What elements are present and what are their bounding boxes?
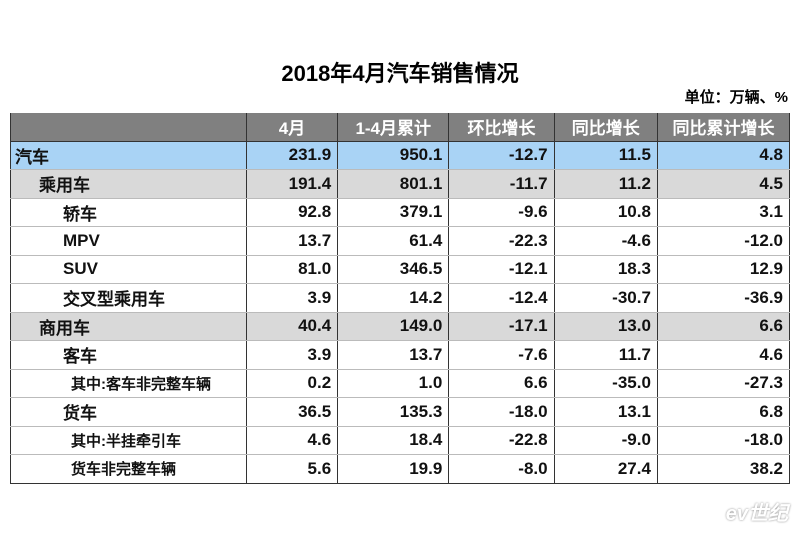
value-cell: 11.5 [553, 141, 658, 170]
header-cell: 4月 [245, 113, 339, 142]
row-label: 商用车 [10, 312, 247, 341]
row-label: 汽车 [10, 141, 247, 170]
value-cell: -11.7 [448, 169, 555, 199]
table-row: 乘用车 191.4 801.1 -11.7 11.2 4.5 [10, 169, 791, 199]
value-cell: 81.0 [245, 255, 339, 284]
row-label: 其中:客车非完整车辆 [10, 369, 247, 398]
value-cell: 231.9 [245, 141, 339, 170]
header-cell: 同比累计增长 [656, 113, 791, 142]
row-label: 交叉型乘用车 [10, 283, 247, 313]
table-row: 货车 36.5 135.3 -18.0 13.1 6.8 [10, 397, 791, 427]
value-cell: 6.8 [656, 397, 791, 427]
row-label: 货车非完整车辆 [10, 454, 247, 484]
value-cell: 4.8 [656, 141, 791, 170]
value-cell: 61.4 [337, 226, 450, 256]
value-cell: 11.7 [553, 340, 658, 370]
table-row: 其中:半挂牵引车 4.6 18.4 -22.8 -9.0 -18.0 [10, 426, 791, 455]
value-cell: -8.0 [448, 454, 555, 484]
value-cell: -12.7 [448, 141, 555, 170]
value-cell: -35.0 [553, 369, 658, 398]
value-cell: 27.4 [553, 454, 658, 484]
row-label: 乘用车 [10, 169, 247, 199]
value-cell: 13.7 [337, 340, 450, 370]
value-cell: 13.0 [553, 312, 658, 341]
value-cell: 12.9 [656, 255, 791, 284]
title: 2018年4月汽车销售情况 [281, 61, 519, 86]
value-cell: 6.6 [448, 369, 555, 398]
table-row: 货车非完整车辆 5.6 19.9 -8.0 27.4 38.2 [10, 454, 791, 484]
value-cell: 3.9 [245, 340, 339, 370]
sales-table: 4月 1-4月累计 环比增长 同比增长 同比累计增长 汽车 231.9 950.1 -12.7 1… [10, 113, 791, 484]
value-cell: 18.3 [553, 255, 658, 284]
value-cell: -12.4 [448, 283, 555, 313]
value-cell: 40.4 [245, 312, 339, 341]
header-cell: 环比增长 [448, 113, 555, 142]
value-cell: 135.3 [337, 397, 450, 427]
value-cell: 1.0 [337, 369, 450, 398]
value-cell: 92.8 [245, 198, 339, 227]
value-cell: 13.1 [553, 397, 658, 427]
value-cell: 3.1 [656, 198, 791, 227]
value-cell: -18.0 [448, 397, 555, 427]
row-label: 货车 [10, 397, 247, 427]
value-cell: 36.5 [245, 397, 339, 427]
value-cell: -12.0 [656, 226, 791, 256]
value-cell: 6.6 [656, 312, 791, 341]
value-cell: -4.6 [553, 226, 658, 256]
value-cell: -27.3 [656, 369, 791, 398]
value-cell: -22.8 [448, 426, 555, 455]
header-cell: 同比增长 [553, 113, 658, 142]
value-cell: -9.6 [448, 198, 555, 227]
value-cell: 13.7 [245, 226, 339, 256]
table-row: 商用车 40.4 149.0 -17.1 13.0 6.6 [10, 312, 791, 341]
value-cell: -17.1 [448, 312, 555, 341]
value-cell: 14.2 [337, 283, 450, 313]
table-row: SUV 81.0 346.5 -12.1 18.3 12.9 [10, 255, 791, 284]
table-row: 轿车 92.8 379.1 -9.6 10.8 3.1 [10, 198, 791, 227]
value-cell: -22.3 [448, 226, 555, 256]
value-cell: -7.6 [448, 340, 555, 370]
header-cell: 1-4月累计 [337, 113, 450, 142]
row-label: 其中:半挂牵引车 [10, 426, 247, 455]
row-label: 轿车 [10, 198, 247, 227]
header-cell [10, 113, 247, 142]
row-label: SUV [10, 255, 247, 284]
value-cell: -30.7 [553, 283, 658, 313]
row-label: MPV [10, 226, 247, 256]
row-label: 客车 [10, 340, 247, 370]
value-cell: 801.1 [337, 169, 450, 199]
value-cell: 4.6 [245, 426, 339, 455]
value-cell: -18.0 [656, 426, 791, 455]
value-cell: -36.9 [656, 283, 791, 313]
value-cell: 5.6 [245, 454, 339, 484]
value-cell: 10.8 [553, 198, 658, 227]
value-cell: -12.1 [448, 255, 555, 284]
table-row: 交叉型乘用车 3.9 14.2 -12.4 -30.7 -36.9 [10, 283, 791, 313]
unit-note: 单位：万辆、% [684, 89, 788, 106]
table-row: 其中:客车非完整车辆 0.2 1.0 6.6 -35.0 -27.3 [10, 369, 791, 398]
value-cell: 38.2 [656, 454, 791, 484]
value-cell: 0.2 [245, 369, 339, 398]
value-cell: -9.0 [553, 426, 658, 455]
value-cell: 11.2 [553, 169, 658, 199]
table-row: MPV 13.7 61.4 -22.3 -4.6 -12.0 [10, 226, 791, 256]
value-cell: 149.0 [337, 312, 450, 341]
value-cell: 346.5 [337, 255, 450, 284]
value-cell: 191.4 [245, 169, 339, 199]
value-cell: 3.9 [245, 283, 339, 313]
value-cell: 4.6 [656, 340, 791, 370]
table-row: 客车 3.9 13.7 -7.6 11.7 4.6 [10, 340, 791, 370]
watermark: ev世纪 [725, 503, 788, 525]
table-row: 汽车 231.9 950.1 -12.7 11.5 4.8 [10, 141, 791, 170]
header-row: 4月 1-4月累计 环比增长 同比增长 同比累计增长 [10, 113, 791, 142]
value-cell: 950.1 [337, 141, 450, 170]
value-cell: 19.9 [337, 454, 450, 484]
value-cell: 4.5 [656, 169, 791, 199]
value-cell: 18.4 [337, 426, 450, 455]
value-cell: 379.1 [337, 198, 450, 227]
